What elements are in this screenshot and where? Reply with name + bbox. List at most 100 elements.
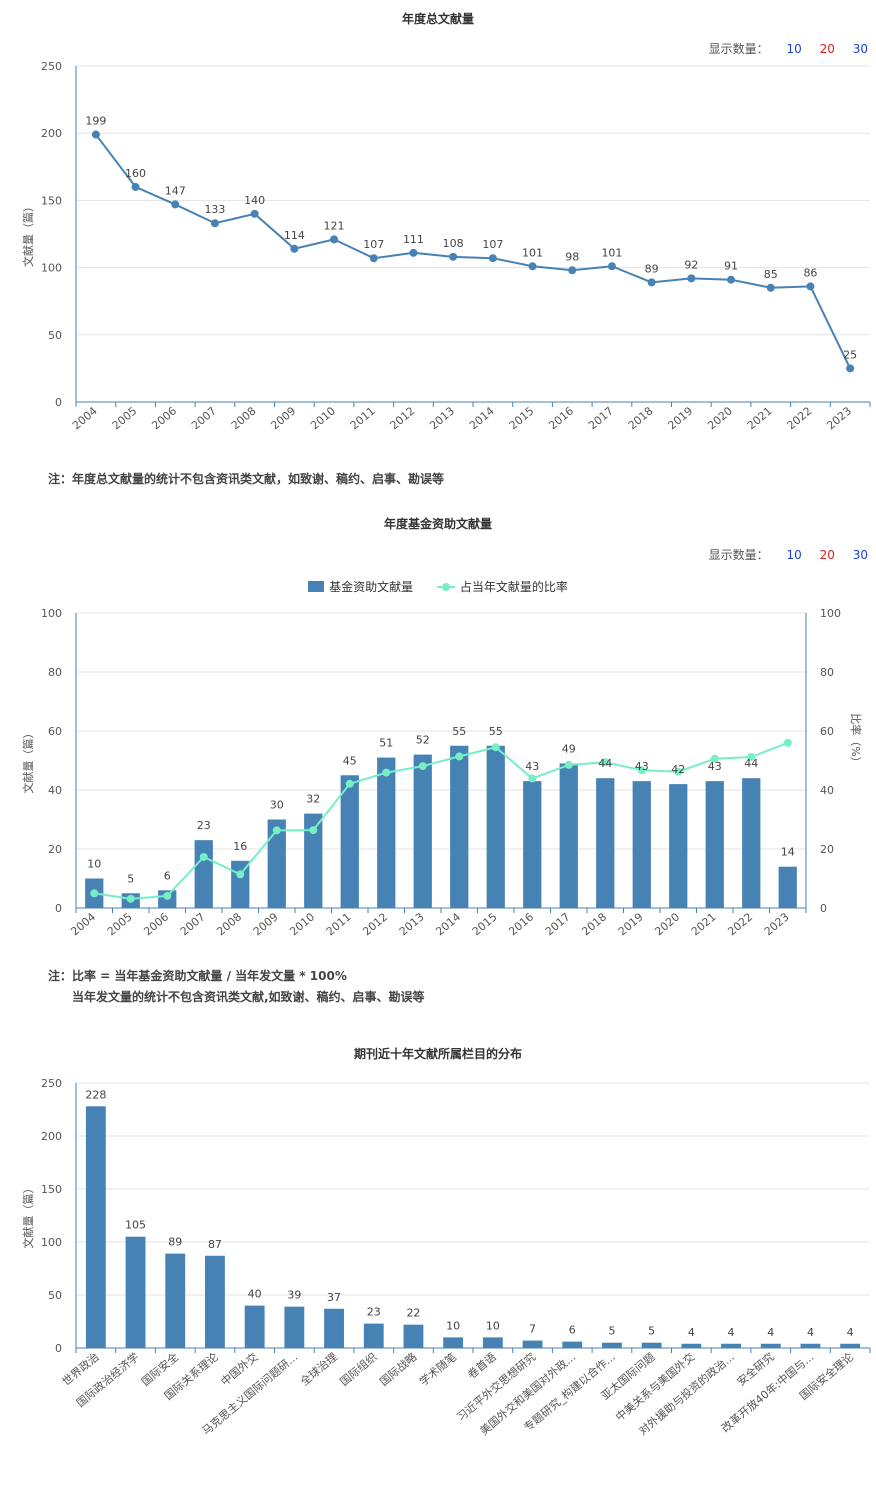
bar-value-label: 37	[327, 1291, 341, 1304]
data-point	[647, 278, 656, 287]
data-label: 101	[601, 246, 622, 259]
data-point	[806, 282, 815, 291]
bar-value-label: 87	[208, 1238, 222, 1251]
chart2-note-line2: 当年发文量的统计不包含资讯类文献,如致谢、稿约、启事、勘误等	[72, 990, 425, 1004]
y-tick-label: 100	[41, 262, 62, 275]
bar-value-label: 4	[728, 1326, 735, 1339]
legend-bar-swatch	[308, 581, 325, 592]
bar	[340, 775, 359, 908]
data-point	[330, 235, 339, 244]
bar-value-label: 23	[197, 819, 211, 832]
y2-tick-label: 100	[820, 607, 841, 620]
count-option-30[interactable]: 30	[852, 42, 868, 56]
bar	[602, 1342, 622, 1348]
chart2-combo-chart: 0 0 20 20 40 40 60 60 80 80 100 100 文献量（篇） 比率（%） 10 5 6 2…	[21, 607, 863, 938]
x-tick-label: 卷首语	[464, 1350, 498, 1382]
bar	[559, 763, 578, 908]
y-tick-label: 20	[48, 843, 62, 856]
bar-value-label: 10	[87, 858, 101, 871]
data-point	[210, 219, 219, 228]
chart2-title: 年度基金资助文献量	[383, 517, 492, 531]
ratio-point	[272, 826, 281, 835]
bar-value-label: 4	[847, 1326, 854, 1339]
data-point	[409, 248, 418, 257]
bar	[363, 1323, 384, 1348]
data-label: 98	[565, 250, 579, 263]
y-tick-label: 50	[48, 329, 62, 342]
bar-value-label: 5	[648, 1325, 655, 1338]
data-point	[369, 254, 378, 263]
ratio-point	[199, 852, 208, 861]
chart2-legend: 基金资助文献量 占当年文献量的比率	[0, 578, 876, 595]
x-tick-label: 国际组织	[337, 1350, 380, 1389]
y2-axis-label: 比率（%）	[849, 713, 863, 767]
ratio-point	[163, 891, 172, 900]
data-label: 108	[443, 237, 464, 250]
y-tick-label: 0	[55, 902, 62, 915]
y-tick-label: 100	[41, 607, 62, 620]
data-point	[687, 274, 696, 283]
legend-bar-label: 基金资助文献量	[329, 580, 414, 594]
data-point	[727, 275, 736, 284]
data-label: 85	[764, 268, 778, 281]
bar	[760, 1343, 781, 1348]
data-label: 101	[522, 246, 543, 259]
bar-value-label: 44	[744, 757, 758, 770]
bar-value-label: 5	[127, 872, 134, 885]
bar	[194, 840, 213, 908]
data-label: 89	[645, 262, 659, 275]
data-label: 25	[843, 348, 857, 361]
bar-value-label: 5	[608, 1325, 615, 1338]
data-point	[250, 209, 259, 218]
ratio-point	[564, 760, 573, 769]
count-option-20[interactable]: 20	[819, 548, 835, 562]
y-tick-label: 40	[48, 784, 62, 797]
bar-value-label: 32	[306, 793, 320, 806]
data-label: 114	[284, 229, 305, 242]
ratio-point	[637, 766, 646, 775]
ratio-point	[455, 752, 464, 761]
ratio-point	[710, 754, 719, 763]
count-label: 显示数量：	[708, 42, 769, 56]
bar	[681, 1343, 702, 1348]
bar	[284, 1306, 305, 1348]
data-point	[290, 244, 299, 253]
bar	[669, 784, 688, 908]
series-line	[95, 133, 852, 369]
count-option-30[interactable]: 30	[852, 548, 868, 562]
bar-value-label: 30	[270, 799, 284, 812]
legend-item-bar[interactable]: 基金资助文献量	[308, 578, 413, 595]
data-point	[91, 130, 100, 139]
bar	[205, 1255, 225, 1348]
data-label: 140	[244, 194, 265, 207]
count-option-10[interactable]: 10	[786, 42, 802, 56]
x-tick-label: 全球治理	[297, 1350, 340, 1389]
y2-tick-label: 60	[820, 725, 834, 738]
bar-value-label: 228	[85, 1088, 106, 1101]
data-point	[131, 182, 140, 191]
ratio-point	[601, 758, 610, 767]
bar	[244, 1305, 265, 1348]
data-point	[607, 262, 616, 271]
chart1-note: 注：年度总文献量的统计不包含资讯类文献，如致谢、稿约、启事、勘误等	[48, 472, 445, 486]
count-option-20[interactable]: 20	[819, 42, 835, 56]
ratio-point	[126, 894, 135, 903]
y-tick-label: 60	[48, 725, 62, 738]
bar	[377, 757, 396, 908]
x-tick-label: 国际战略	[377, 1350, 420, 1389]
count-option-10[interactable]: 10	[786, 548, 802, 562]
legend-item-line[interactable]: 占当年文献量的比率	[436, 578, 568, 595]
ratio-point	[418, 762, 427, 771]
data-point	[488, 254, 497, 263]
y-tick-label: 200	[41, 1130, 62, 1143]
ratio-line	[94, 741, 789, 900]
data-label: 111	[403, 233, 424, 246]
bar	[304, 813, 323, 908]
bar	[562, 1341, 583, 1348]
bar	[523, 781, 542, 908]
bar-value-label: 49	[562, 742, 576, 755]
bar-value-label: 55	[452, 725, 466, 738]
y-tick-label: 150	[41, 194, 62, 207]
y-axis-label: 文献量（篇）	[21, 201, 35, 267]
bar-value-label: 22	[406, 1307, 420, 1320]
